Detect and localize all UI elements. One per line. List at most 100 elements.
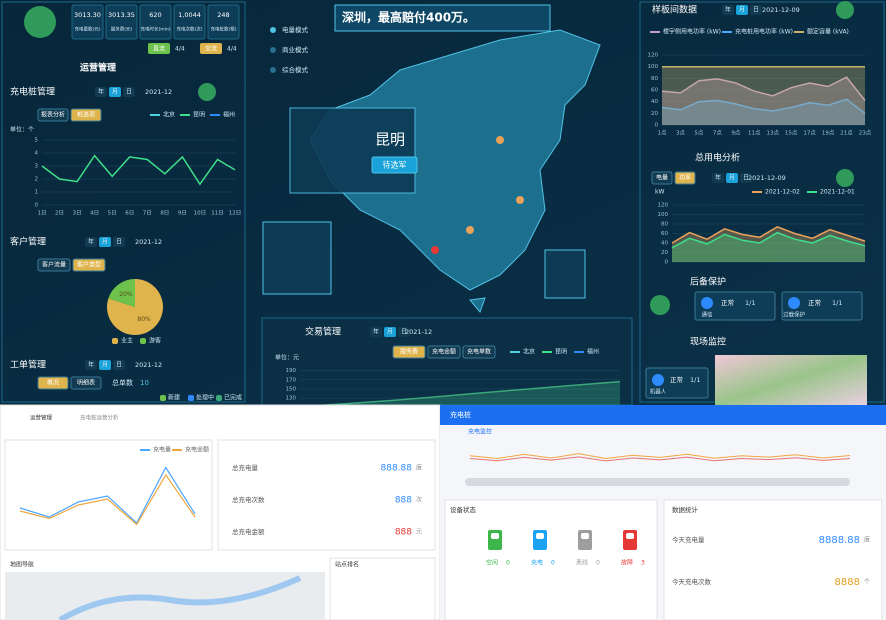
label: 楼宇侧用电功率 (kW) [663, 28, 721, 36]
x-tick-label: 1日 [38, 210, 47, 217]
series-line [469, 453, 851, 460]
button [85, 360, 97, 370]
label: 总充电次数 [232, 495, 265, 504]
label: 2021-12 [135, 361, 162, 369]
button [398, 327, 410, 337]
button [123, 87, 135, 97]
label: 248 [217, 11, 229, 19]
button [99, 237, 111, 247]
button [712, 173, 724, 183]
label: 1/1 [690, 376, 700, 384]
button [370, 327, 382, 337]
y-tick-label: 170 [286, 377, 297, 383]
label: 日 [126, 89, 132, 96]
y-tick-label: 5 [35, 138, 39, 144]
charger-screen [536, 533, 544, 539]
label: 月 [102, 239, 108, 246]
label: 充电量数(元) [74, 26, 100, 33]
label: 日 [753, 7, 759, 14]
label: 4/4 [227, 46, 237, 53]
stat-box [139, 4, 172, 40]
label: 商业模式 [282, 45, 309, 54]
x-tick-label: 17点 [803, 130, 816, 137]
legend-swatch [140, 338, 146, 344]
button [722, 5, 734, 15]
x-tick-label: 19点 [822, 130, 835, 137]
y-tick-label: 60 [661, 231, 668, 237]
label: 0 [551, 560, 555, 567]
label: 服务费(元) [111, 26, 133, 33]
label: 充电金额 [185, 446, 209, 454]
label: 充电次数(次) [176, 26, 202, 33]
mini-map [544, 249, 586, 299]
label: 交易管理 [305, 326, 341, 338]
button [726, 173, 738, 183]
mascot [836, 169, 854, 187]
x-tick-label: 6日 [125, 210, 134, 217]
label: 服务费 [400, 348, 418, 356]
label: 功率 [679, 174, 691, 182]
stat-box [207, 4, 240, 40]
label: kW [655, 189, 664, 196]
series-line [661, 98, 866, 114]
x-tick-label: 15点 [785, 130, 798, 137]
area-shade [672, 226, 865, 262]
status-card [781, 291, 863, 321]
label: 样板间数据 [652, 4, 697, 16]
x-tick-label: 10日 [194, 210, 207, 217]
x-tick-label: 11日 [211, 210, 224, 217]
label: 北京 [163, 111, 175, 119]
label: 3 [641, 560, 645, 567]
status-card [444, 499, 658, 620]
city-dot [516, 196, 524, 204]
y-tick-label: 2 [35, 177, 39, 183]
button [200, 43, 222, 54]
y-tick-label: 100 [658, 212, 669, 218]
series-line [41, 154, 236, 186]
mascot [650, 295, 670, 315]
status-icon [701, 297, 713, 309]
charger-screen [581, 533, 589, 539]
label: 元 [416, 529, 422, 536]
label: 综合模式 [282, 65, 309, 74]
label: 充电金额 [432, 348, 456, 356]
x-tick-label: 4日 [90, 210, 99, 217]
legend-swatch [188, 395, 194, 401]
button [740, 173, 752, 183]
slider[interactable] [465, 478, 850, 486]
label: 现场监控 [690, 336, 726, 348]
x-tick-label: 1点 [658, 130, 667, 137]
x-tick-label: 23点 [859, 130, 872, 137]
label: 设备状态 [450, 505, 477, 514]
x-tick-label: 5点 [694, 130, 703, 137]
stat-box [173, 4, 206, 40]
y-tick-label: 150 [286, 387, 297, 393]
y-tick-label: 100 [648, 64, 659, 70]
button [148, 43, 170, 54]
label: 概况 [47, 379, 59, 387]
x-tick-label: 9点 [731, 130, 740, 137]
label: 8888 [835, 577, 860, 588]
label: 机器人 [650, 388, 667, 396]
label: 3013.30 [74, 11, 101, 19]
label: 地图导航 [10, 561, 34, 569]
label: 游客 [149, 337, 161, 345]
label: 1/1 [832, 299, 842, 307]
label: 数据统计 [672, 505, 699, 514]
button [674, 171, 696, 185]
mascot [24, 6, 56, 38]
label: 北京 [523, 348, 535, 356]
label: 正常 [808, 298, 821, 307]
label: 月 [102, 362, 108, 369]
label: 年 [88, 238, 94, 246]
label: 昆明 [555, 349, 567, 356]
label: 通信 [701, 311, 713, 319]
button [651, 171, 673, 185]
area-shade [662, 66, 865, 125]
y-tick-label: 80 [651, 76, 658, 82]
label: 业主 [121, 337, 133, 345]
label: 620 [149, 11, 161, 19]
button [99, 360, 111, 370]
value-label: 20% [119, 291, 133, 298]
